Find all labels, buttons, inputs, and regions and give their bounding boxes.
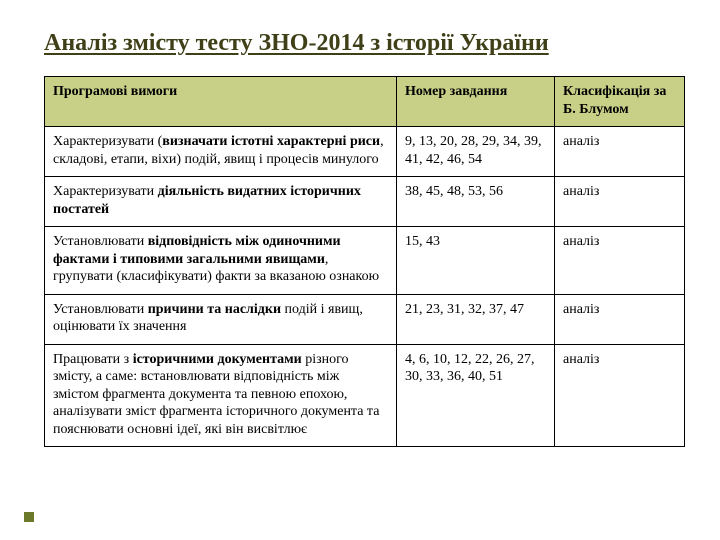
req-text-prefix: Характеризувати: [53, 184, 158, 199]
table-row: Характеризувати діяльність видатних істо…: [45, 177, 685, 227]
col-header-tasks: Номер завдання: [397, 77, 555, 127]
cell-requirement: Характеризувати діяльність видатних істо…: [45, 177, 397, 227]
cell-tasks: 21, 23, 31, 32, 37, 47: [397, 294, 555, 344]
table-row: Установлювати причини та наслідки подій …: [45, 294, 685, 344]
cell-bloom: аналіз: [555, 294, 685, 344]
analysis-table: Програмові вимоги Номер завдання Класифі…: [44, 76, 685, 447]
table-header-row: Програмові вимоги Номер завдання Класифі…: [45, 77, 685, 127]
table-row: Працювати з історичними документами різн…: [45, 344, 685, 447]
req-text-prefix: Працювати з: [53, 352, 133, 367]
cell-requirement: Установлювати відповідність між одиночни…: [45, 227, 397, 295]
req-text-bold: визначати істотні характерні риси: [162, 134, 380, 149]
cell-bloom: аналіз: [555, 177, 685, 227]
req-text-prefix: Установлювати: [53, 234, 148, 249]
cell-bloom: аналіз: [555, 227, 685, 295]
cell-tasks: 9, 13, 20, 28, 29, 34, 39, 41, 42, 46, 5…: [397, 127, 555, 177]
table-row: Установлювати відповідність між одиночни…: [45, 227, 685, 295]
col-header-requirements: Програмові вимоги: [45, 77, 397, 127]
cell-tasks: 38, 45, 48, 53, 56: [397, 177, 555, 227]
cell-tasks: 15, 43: [397, 227, 555, 295]
page-title: Аналіз змісту тесту ЗНО-2014 з історії У…: [44, 28, 684, 58]
cell-bloom: аналіз: [555, 127, 685, 177]
req-text-prefix: Установлювати: [53, 302, 148, 317]
req-text-bold: історичними документами: [133, 352, 302, 367]
req-text-bold: причини та наслідки: [148, 302, 281, 317]
cell-requirement: Працювати з історичними документами різн…: [45, 344, 397, 447]
cell-bloom: аналіз: [555, 344, 685, 447]
cell-tasks: 4, 6, 10, 12, 22, 26, 27, 30, 33, 36, 40…: [397, 344, 555, 447]
slide: Аналіз змісту тесту ЗНО-2014 з історії У…: [0, 0, 720, 540]
accent-square-icon: [24, 512, 34, 522]
table-row: Характеризувати (визначати істотні харак…: [45, 127, 685, 177]
cell-requirement: Характеризувати (визначати істотні харак…: [45, 127, 397, 177]
cell-requirement: Установлювати причини та наслідки подій …: [45, 294, 397, 344]
col-header-bloom: Класифікація за Б. Блумом: [555, 77, 685, 127]
req-text-prefix: Характеризувати (: [53, 134, 162, 149]
